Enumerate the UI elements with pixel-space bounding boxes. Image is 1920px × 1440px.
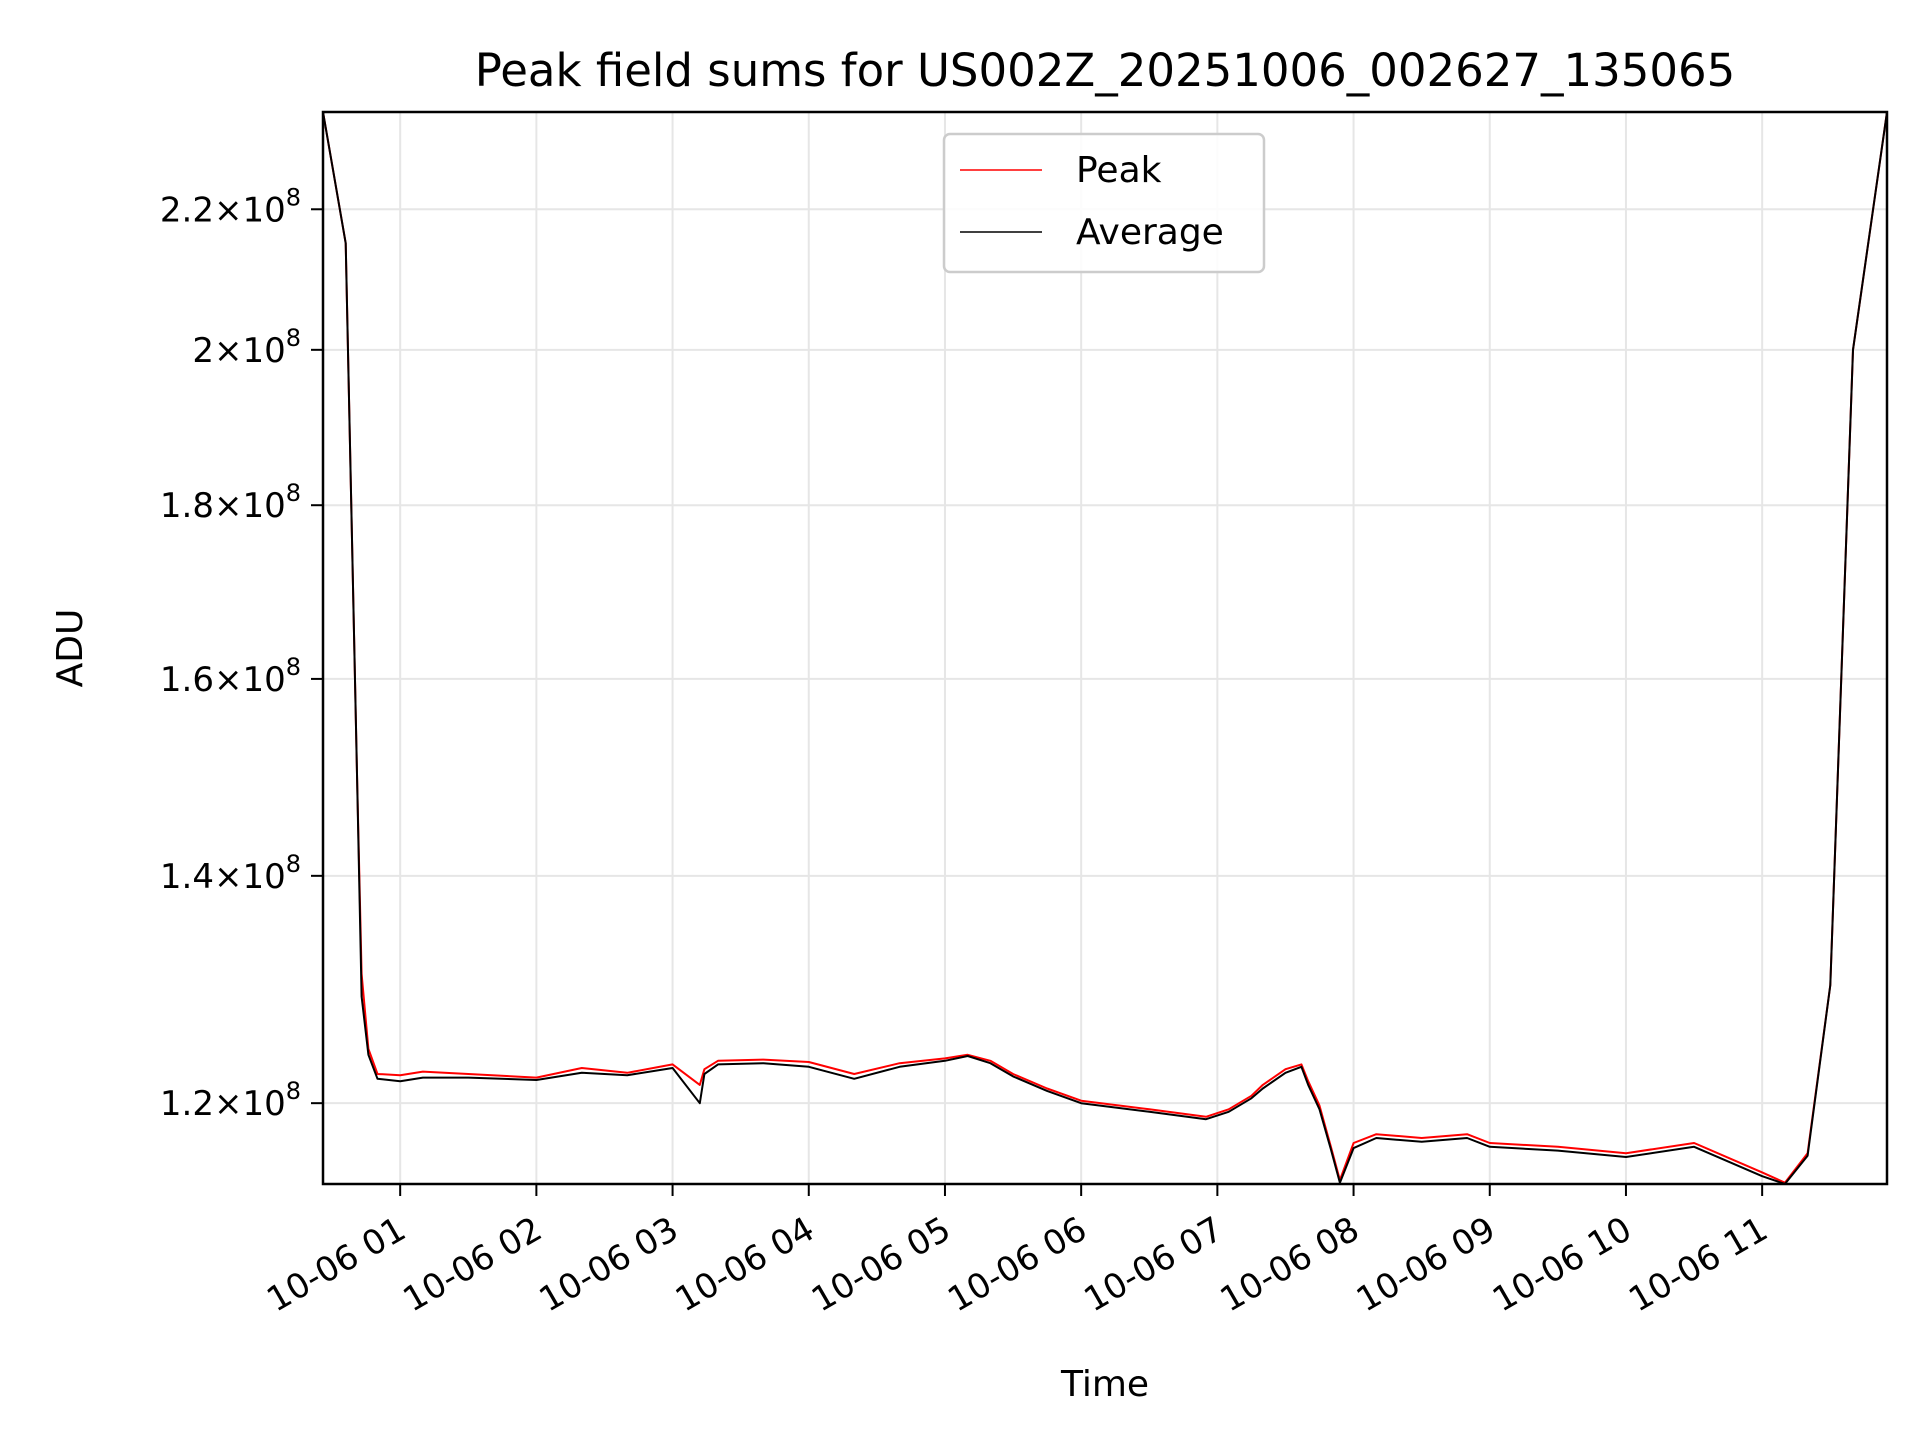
y-axis-label: ADU <box>50 609 91 688</box>
y-tick-label: 2.2×108 <box>160 183 301 230</box>
y-axis-ticks: 1.2×108 1.4×108 1.6×108 1.8×108 2×108 2.2×108 <box>160 183 323 1124</box>
y-tick-label: 1.6×108 <box>160 653 301 700</box>
y-tick-label: 1.4×108 <box>160 850 301 897</box>
plot-series <box>323 112 1887 1184</box>
legend-label-peak: Peak <box>1076 150 1162 191</box>
y-tick-label: 1.8×108 <box>160 479 301 526</box>
chart-title: Peak field sums for US002Z_20251006_0026… <box>475 44 1736 97</box>
x-axis-label: Time <box>1060 1364 1149 1405</box>
legend: Peak Average <box>942 132 1266 274</box>
legend-label-average: Average <box>1076 212 1224 253</box>
y-tick-label: 1.2×108 <box>160 1077 301 1124</box>
series-line-average <box>323 112 1887 1184</box>
legend-box <box>942 132 1266 274</box>
grid-lines <box>323 112 1887 1184</box>
y-tick-label: 2×108 <box>192 324 301 371</box>
plot-frame <box>321 110 1889 1186</box>
series-line-peak <box>323 112 1887 1184</box>
